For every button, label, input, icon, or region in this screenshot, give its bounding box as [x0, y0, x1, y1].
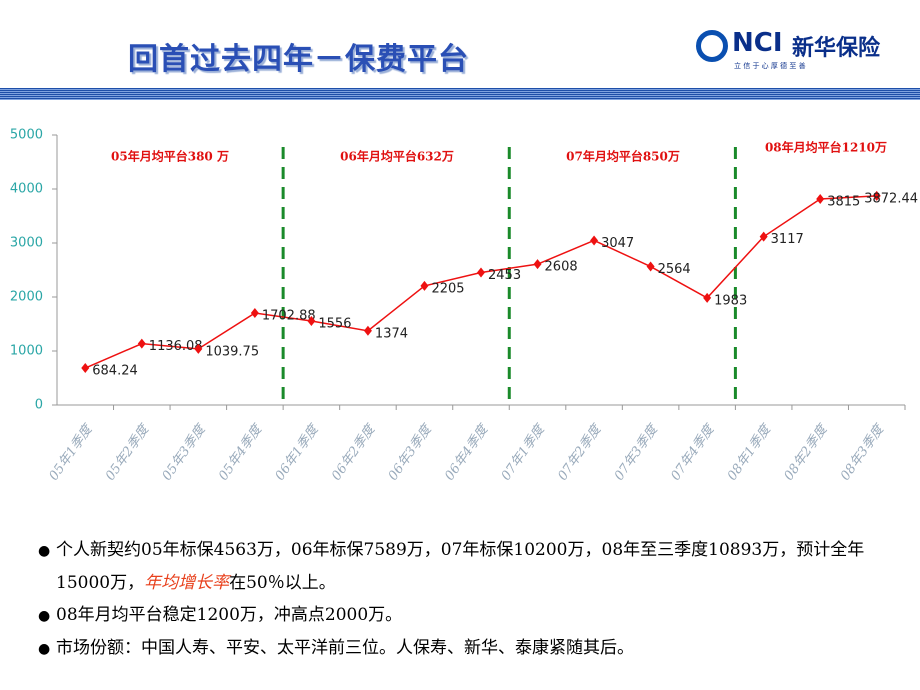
annotation: 06年月均平台632万 — [340, 149, 454, 164]
y-tick-label: 3000 — [10, 236, 43, 251]
point-marker — [250, 308, 259, 319]
point-marker — [477, 267, 485, 278]
x-tick-label: 05年1季度 — [47, 421, 97, 484]
data-label: 2564 — [658, 262, 691, 277]
data-label: 1374 — [375, 326, 408, 341]
data-label: 3117 — [771, 232, 804, 247]
logo-motto: 立 信 于 心 厚 德 至 善 — [734, 62, 806, 70]
x-tick-label: 07年2季度 — [555, 421, 605, 484]
data-label: 2608 — [545, 260, 578, 275]
bullet-text: 个人新契约05年标保4563万，06年标保7589万，07年标保10200万，0… — [56, 540, 865, 593]
x-tick-label: 05年3季度 — [160, 421, 210, 484]
point-marker — [420, 280, 429, 291]
data-label: 3047 — [601, 236, 634, 251]
data-label: 3872.44 — [864, 191, 918, 206]
x-tick-label: 06年3季度 — [386, 421, 436, 484]
x-tick-label: 06年4季度 — [442, 421, 492, 484]
point-marker — [759, 231, 768, 242]
bullet: 08年月均平台稳定1200万，冲高点2000万。 — [38, 599, 898, 632]
annotation: 08年月均平台1210万 — [765, 140, 887, 155]
y-tick-label: 0 — [35, 398, 43, 413]
highlight: 年均增长率 — [144, 573, 230, 593]
logo-mark: NCI — [732, 28, 783, 58]
x-tick-label: 05年4季度 — [216, 421, 266, 484]
point-marker — [646, 261, 655, 272]
x-tick-label: 06年2季度 — [329, 421, 379, 484]
x-tick-label: 05年2季度 — [103, 421, 153, 484]
data-label: 3815 — [827, 194, 860, 209]
data-label: 1136.08 — [149, 339, 203, 354]
bullet-text: 在50％以上。 — [229, 573, 336, 593]
point-marker — [137, 338, 146, 349]
point-marker — [590, 235, 599, 246]
logo-ring — [696, 30, 728, 62]
x-tick-label: 08年2季度 — [781, 421, 831, 484]
point-marker — [363, 325, 372, 336]
data-label: 1039.75 — [205, 344, 259, 359]
point-marker — [81, 363, 90, 374]
point-marker — [872, 190, 881, 201]
x-tick-label: 08年1季度 — [725, 421, 775, 484]
bullet-list: 个人新契约05年标保4563万，06年标保7589万，07年标保10200万，0… — [38, 534, 898, 665]
annotation: 05年月均平台380 万 — [111, 149, 229, 164]
x-tick-label: 06年1季度 — [273, 421, 323, 484]
slide-title: 回首过去四年－保费平台 — [128, 42, 469, 77]
header-stripe — [0, 88, 920, 100]
bullet-text: 市场份额：中国人寿、平安、太平洋前三位。人保寿、新华、泰康紧随其后。 — [56, 638, 634, 658]
bullet: 个人新契约05年标保4563万，06年标保7589万，07年标保10200万，0… — [38, 534, 898, 599]
y-tick-label: 2000 — [10, 290, 43, 305]
point-marker — [703, 292, 712, 303]
x-tick-label: 08年3季度 — [838, 421, 888, 484]
data-label: 1702.88 — [262, 309, 316, 324]
logo: NCI 新华保险 立 信 于 心 厚 德 至 善 — [694, 28, 916, 72]
point-marker — [816, 193, 825, 204]
bullet-text: 08年月均平台稳定1200万，冲高点2000万。 — [56, 605, 403, 625]
logo-name: 新华保险 — [792, 36, 881, 61]
line — [84, 195, 877, 369]
data-label: 2453 — [488, 268, 521, 283]
x-tick-label: 07年4季度 — [668, 421, 718, 484]
chart: 0 1000 2000 3000 4000 5000 05年月均平台380 万 06年月均平台… — [10, 128, 918, 484]
data-label: 2205 — [431, 281, 464, 296]
y-tick-label: 5000 — [10, 128, 43, 143]
x-tick-label: 07年1季度 — [499, 421, 549, 484]
annotation: 07年月均平台850万 — [566, 149, 680, 164]
data-label: 684.24 — [92, 364, 137, 379]
y-tick-label: 4000 — [10, 182, 43, 197]
x-tick-label: 07年3季度 — [612, 421, 662, 484]
data-label: 1556 — [318, 316, 351, 331]
point-marker — [194, 343, 203, 354]
point-marker — [533, 259, 542, 270]
data-label: 1983 — [714, 293, 747, 308]
bullet: 市场份额：中国人寿、平安、太平洋前三位。人保寿、新华、泰康紧随其后。 — [38, 632, 898, 665]
y-tick-label: 1000 — [10, 344, 43, 359]
point-marker — [307, 315, 316, 326]
